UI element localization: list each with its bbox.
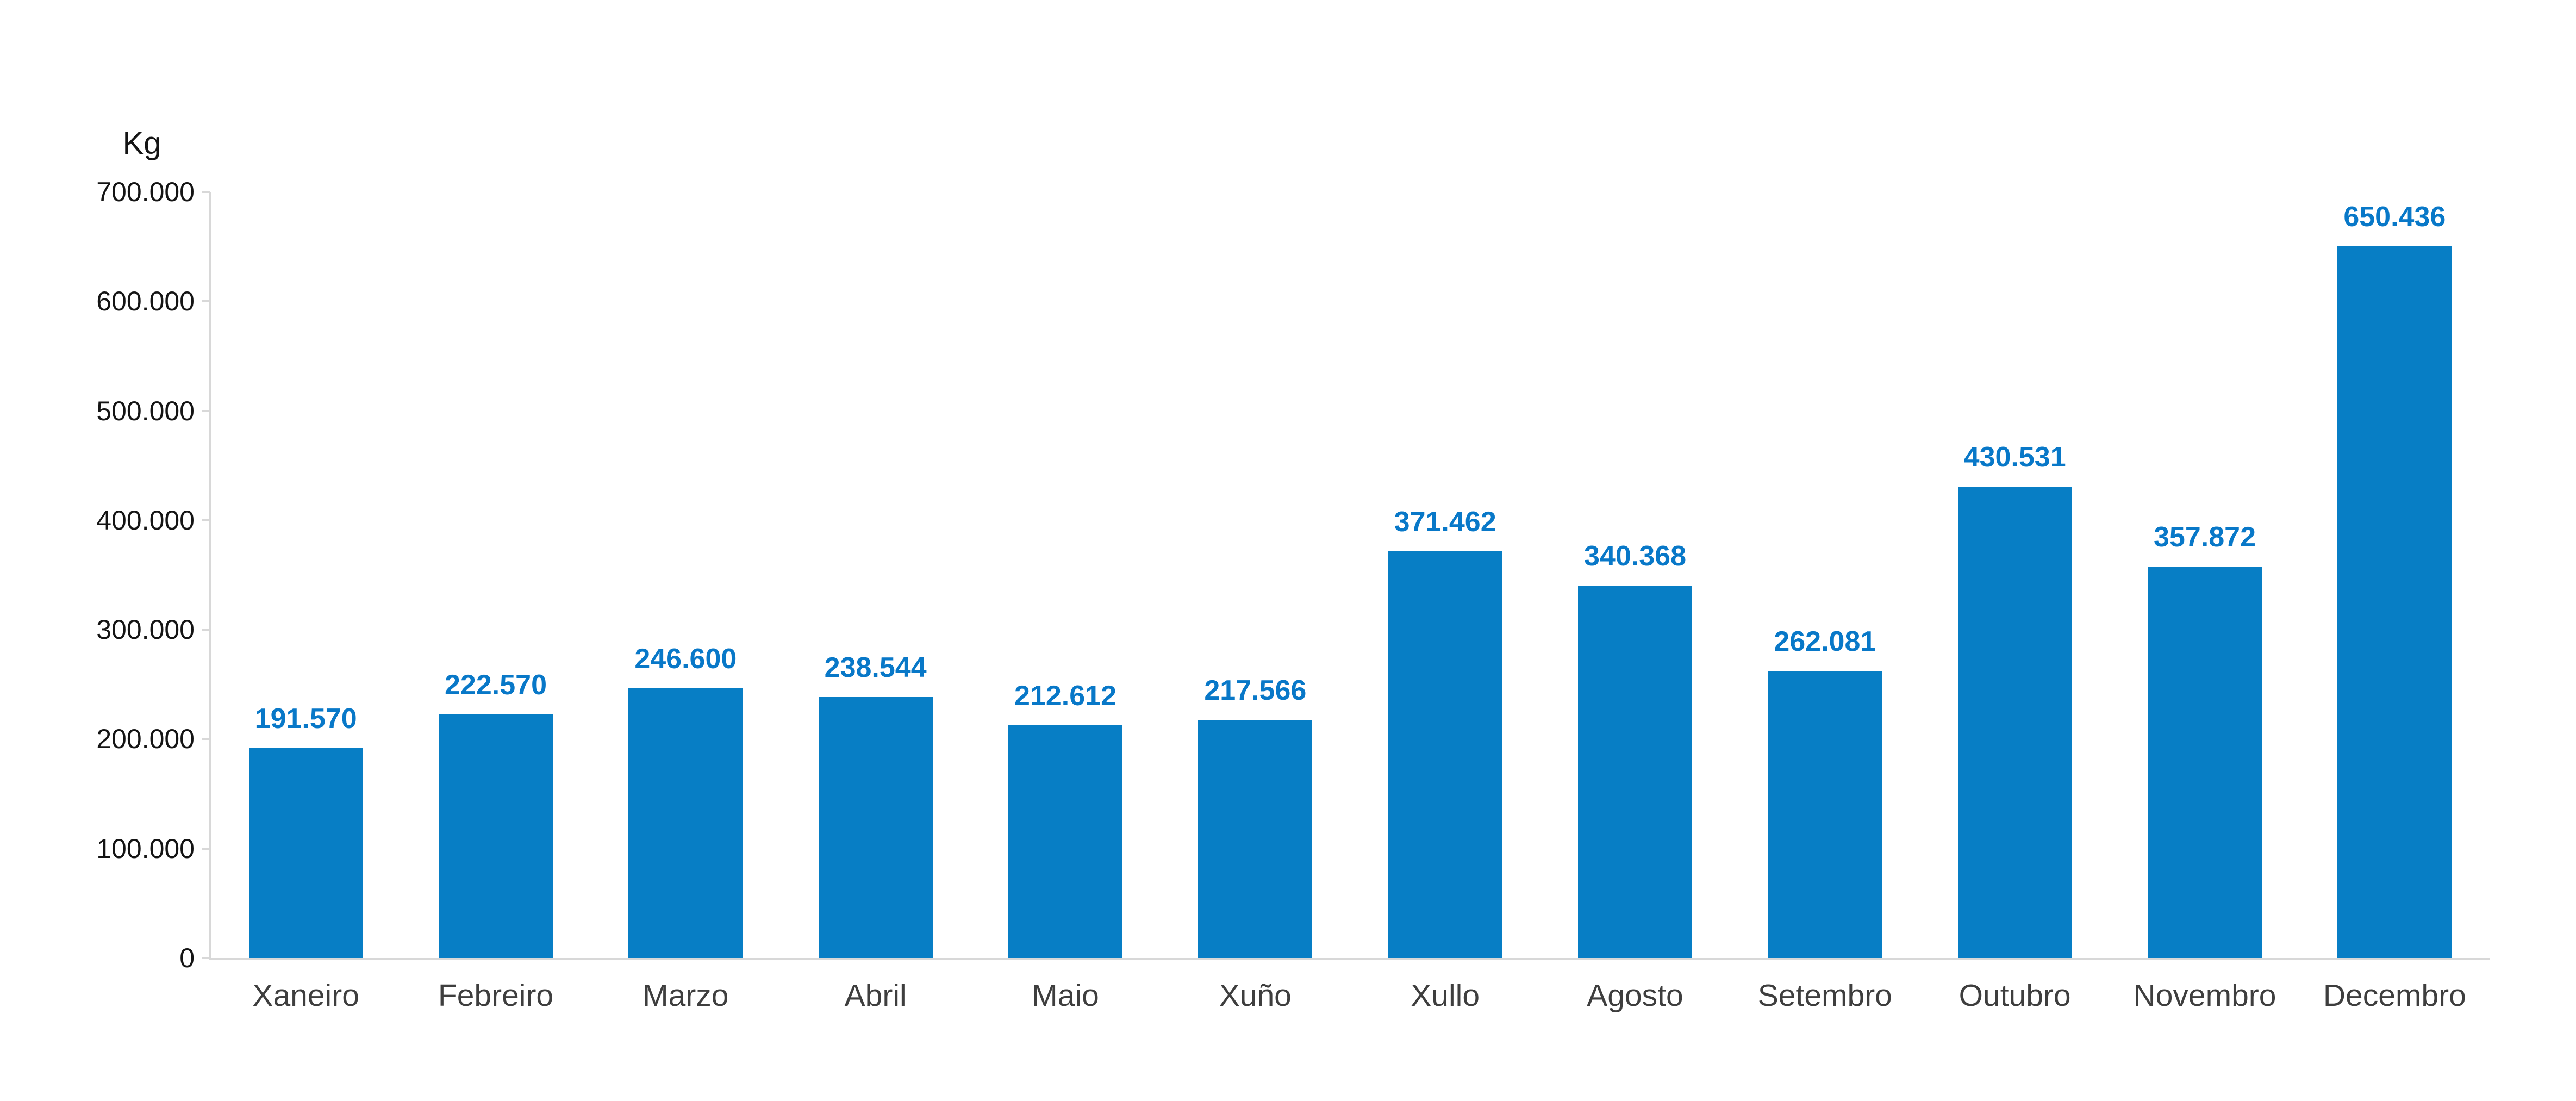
x-tick-label: Abril xyxy=(844,978,907,1013)
y-tick-label: 0 xyxy=(179,943,195,973)
bar-setembro xyxy=(1768,671,1882,958)
bar-agosto xyxy=(1578,586,1692,958)
x-tick-label: Maio xyxy=(1032,978,1099,1013)
bar-value-label: 371.462 xyxy=(1394,506,1496,538)
x-tick-label: Outubro xyxy=(1958,978,2071,1013)
y-tick-mark xyxy=(202,519,210,521)
y-tick-label: 100.000 xyxy=(96,833,195,864)
y-axis-unit-label: Kg xyxy=(122,126,161,161)
bar-value-label: 430.531 xyxy=(1963,441,2066,473)
y-tick-label: 400.000 xyxy=(96,505,195,536)
bar-value-label: 246.600 xyxy=(634,643,737,675)
y-tick-label: 500.000 xyxy=(96,395,195,426)
x-axis-baseline xyxy=(209,958,2490,960)
y-tick-label: 700.000 xyxy=(96,177,195,207)
y-tick-mark xyxy=(202,847,210,850)
y-tick-mark xyxy=(202,300,210,303)
x-tick-label: Xaneiro xyxy=(252,978,359,1013)
bar-novembro xyxy=(2148,567,2262,958)
bar-value-label: 212.612 xyxy=(1014,680,1117,712)
bar-value-label: 238.544 xyxy=(824,652,927,683)
y-tick-mark xyxy=(202,957,210,959)
x-tick-label: Novembro xyxy=(2133,978,2276,1013)
bar-xullo xyxy=(1388,551,1502,958)
x-tick-label: Marzo xyxy=(643,978,729,1013)
y-tick-label: 300.000 xyxy=(96,614,195,645)
bar-value-label: 650.436 xyxy=(2343,201,2446,233)
x-tick-label: Decembro xyxy=(2323,978,2466,1013)
y-tick-mark xyxy=(202,409,210,412)
y-tick-label: 600.000 xyxy=(96,286,195,317)
bar-value-label: 191.570 xyxy=(254,703,357,735)
x-tick-label: Setembro xyxy=(1757,978,1892,1013)
y-tick-label: 200.000 xyxy=(96,724,195,755)
bar-value-label: 217.566 xyxy=(1204,675,1307,706)
bar-marzo xyxy=(628,688,743,958)
x-tick-label: Xullo xyxy=(1411,978,1480,1013)
bar-decembro xyxy=(2337,246,2452,958)
bar-value-label: 222.570 xyxy=(445,669,547,701)
bar-xaneiro xyxy=(248,748,363,958)
y-axis-line xyxy=(209,192,211,960)
x-tick-label: Febreiro xyxy=(438,978,554,1013)
bar-value-label: 357.872 xyxy=(2154,521,2256,553)
bar-value-label: 340.368 xyxy=(1584,540,1686,572)
y-tick-mark xyxy=(202,191,210,193)
bar-outubro xyxy=(1957,487,2072,958)
bar-maio xyxy=(1008,725,1122,958)
bar-xuño xyxy=(1198,720,1313,958)
bar-febreiro xyxy=(439,714,553,958)
x-tick-label: Xuño xyxy=(1219,978,1292,1013)
y-tick-mark xyxy=(202,629,210,631)
bar-value-label: 262.081 xyxy=(1774,626,1876,657)
bar-abril xyxy=(818,697,933,958)
y-tick-mark xyxy=(202,738,210,741)
x-tick-label: Agosto xyxy=(1587,978,1683,1013)
